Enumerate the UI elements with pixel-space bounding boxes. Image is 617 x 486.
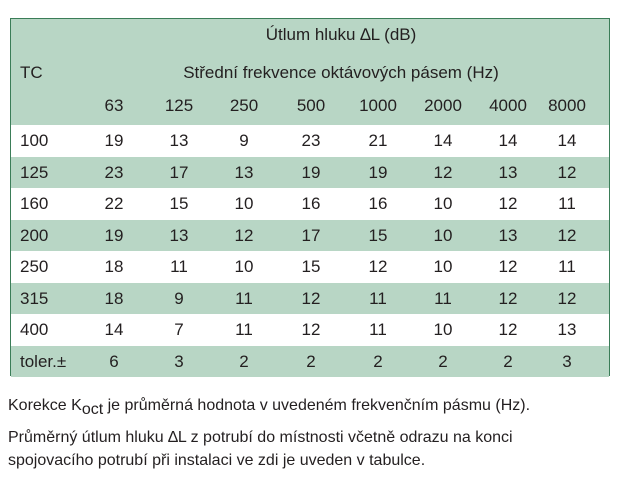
value-cell: 16: [301, 194, 321, 213]
value-cell: 17: [169, 162, 189, 182]
caption-text: Korekce K: [8, 397, 82, 414]
value-cell: 13: [169, 131, 189, 150]
tc-cell: 315: [20, 288, 49, 308]
value-cell: 12: [557, 288, 577, 308]
value-cell: 9: [239, 131, 249, 150]
table-row: 125 23 17 13 19 19 12 13 12: [11, 156, 609, 188]
tc-cell: 160: [20, 194, 49, 213]
column-header: 2000: [424, 96, 462, 115]
value-cell: 12: [301, 320, 321, 339]
value-cell: 12: [301, 288, 321, 308]
value-cell: 10: [433, 257, 453, 276]
value-cell: 9: [174, 288, 184, 308]
value-cell: 11: [558, 257, 576, 276]
value-cell: 16: [368, 194, 388, 213]
value-cell: 2: [503, 351, 513, 371]
value-cell: 2: [306, 351, 316, 371]
tc-cell: 250: [20, 257, 49, 276]
table-row: 400 14 7 11 12 11 10 12 13: [11, 314, 609, 346]
table-row: 100 19 13 9 23 21 14 14 14: [11, 125, 609, 157]
value-cell: 12: [498, 257, 518, 276]
value-cell: 2: [438, 351, 448, 371]
value-cell: 10: [234, 257, 254, 276]
value-cell: 13: [169, 225, 189, 245]
value-cell: 3: [562, 351, 572, 371]
value-cell: 23: [104, 162, 124, 182]
table-title: Útlum hluku ∆L (dB): [265, 25, 417, 44]
value-cell: 12: [498, 288, 518, 308]
value-cell: 12: [557, 225, 577, 245]
column-header: 8000: [548, 96, 586, 115]
value-cell: 19: [368, 162, 388, 182]
caption-line-3: spojovacího potrubí při instalaci ve zdi…: [8, 452, 426, 469]
tc-cell: 400: [20, 320, 49, 339]
value-cell: 10: [433, 320, 453, 339]
attenuation-table: Útlum hluku ∆L (dB) TC Střední frekvence…: [10, 18, 610, 377]
value-cell: 12: [368, 257, 388, 276]
value-cell: 13: [498, 162, 518, 182]
value-cell: 12: [498, 320, 518, 339]
column-header: 250: [229, 96, 259, 115]
tc-cell: 200: [20, 225, 49, 245]
value-cell: 11: [558, 194, 576, 213]
value-cell: 12: [234, 225, 254, 245]
value-cell: 22: [104, 194, 124, 213]
value-cell: 6: [109, 351, 119, 371]
value-cell: 19: [104, 131, 124, 150]
value-cell: 12: [498, 194, 518, 213]
caption-line-2: Průměrný útlum hluku ∆L z potrubí do mís…: [8, 429, 513, 446]
tc-cell: 125: [20, 162, 49, 182]
value-cell: 12: [433, 162, 453, 182]
value-cell: 2: [239, 351, 249, 371]
value-cell: 14: [104, 320, 124, 339]
column-header: 125: [164, 96, 194, 115]
column-header: 4000: [489, 96, 527, 115]
caption-subscript: oct: [81, 401, 104, 418]
value-cell: 13: [498, 225, 518, 245]
column-header: 500: [296, 96, 326, 115]
value-cell: 15: [169, 194, 189, 213]
caption-text: je průměrná hodnota v uvedeném frekvenčn…: [103, 397, 531, 414]
tc-cell: 100: [20, 131, 49, 150]
value-cell: 19: [104, 225, 124, 245]
value-cell: 15: [301, 257, 321, 276]
value-cell: 11: [434, 288, 452, 308]
table-row: 200 19 13 12 17 15 10 13 12: [11, 219, 609, 251]
value-cell: 11: [235, 288, 253, 308]
table-row: 250 18 11 10 15 12 10 12 11: [11, 251, 609, 283]
value-cell: 13: [557, 320, 577, 339]
value-cell: 17: [301, 225, 321, 245]
tc-cell: toler.±: [20, 351, 67, 371]
tc-header: TC: [20, 63, 43, 82]
value-cell: 14: [557, 131, 577, 150]
value-cell: 14: [498, 131, 518, 150]
table-row: 315 18 9 11 12 11 11 12 12: [11, 282, 609, 314]
value-cell: 11: [369, 320, 387, 339]
value-cell: 18: [104, 257, 124, 276]
column-header: 1000: [359, 96, 397, 115]
value-cell: 23: [301, 131, 321, 150]
value-cell: 7: [174, 320, 184, 339]
value-cell: 18: [104, 288, 124, 308]
table-row: 160 22 15 10 16 16 10 12 11: [11, 188, 609, 220]
value-cell: 3: [174, 351, 184, 371]
caption-korekce: Korekce Koct je průměrná hodnota v uvede…: [8, 394, 530, 421]
table-header: Útlum hluku ∆L (dB) TC Střední frekvence…: [11, 19, 609, 125]
value-cell: 11: [170, 257, 188, 276]
value-cell: 10: [433, 194, 453, 213]
value-cell: 14: [433, 131, 453, 150]
value-cell: 10: [433, 225, 453, 245]
value-cell: 13: [234, 162, 254, 182]
column-header: 63: [104, 96, 124, 115]
value-cell: 11: [235, 320, 253, 339]
value-cell: 10: [234, 194, 254, 213]
value-cell: 11: [369, 288, 387, 308]
value-cell: 21: [368, 131, 388, 150]
value-cell: 2: [373, 351, 383, 371]
value-cell: 12: [557, 162, 577, 182]
value-cell: 19: [301, 162, 321, 182]
table-subtitle: Střední frekvence oktávových pásem (Hz): [183, 63, 499, 82]
value-cell: 15: [368, 225, 388, 245]
table-row: toler.± 6 3 2 2 2 2 2 3: [11, 345, 609, 377]
